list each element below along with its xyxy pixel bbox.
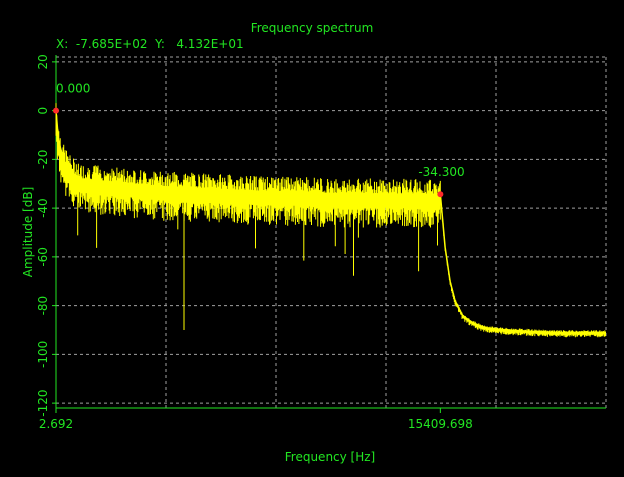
y-tick-label: -120 [36, 390, 50, 417]
series-group [55, 103, 606, 338]
x-axis-label: Frequency [Hz] [285, 450, 376, 464]
x-tick-label: 2.692 [39, 417, 73, 431]
markers-group: 0.000 -34.300 [53, 82, 465, 198]
y-tick-label: -20 [36, 150, 50, 170]
y-tick-label: -80 [36, 296, 50, 316]
cursor-readout: X: -7.685E+02 Y: 4.132E+01 [56, 37, 244, 51]
marker-label: -34.300 [418, 165, 464, 179]
x-tick-label: 15409.698 [408, 417, 473, 431]
y-tick-label: 0 [36, 107, 50, 115]
marker-point [437, 191, 444, 198]
y-axis-label: Amplitude [dB] [21, 187, 35, 278]
y-tick-label: 20 [36, 54, 50, 69]
x-tick-labels: 2.692 15409.698 [39, 408, 473, 431]
y-tick-label: -60 [36, 247, 50, 267]
y-tick-labels: 20 0 -20 -40 -60 -80 -100 -120 [36, 54, 56, 417]
marker-point [53, 107, 59, 114]
marker-label: 0.000 [56, 82, 90, 96]
series-line [55, 110, 606, 334]
chart-title: Frequency spectrum [251, 21, 374, 35]
y-tick-label: -40 [36, 198, 50, 218]
y-tick-label: -100 [36, 341, 50, 368]
